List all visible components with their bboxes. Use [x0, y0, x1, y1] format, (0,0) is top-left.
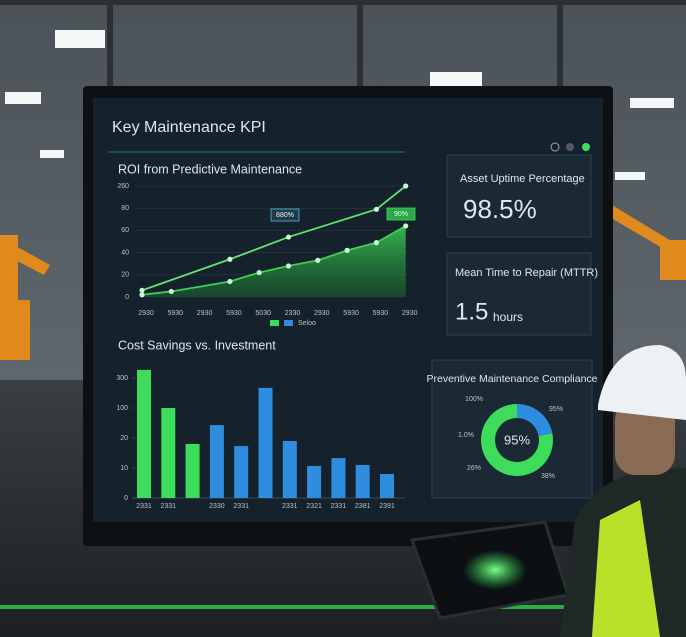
point — [256, 269, 262, 276]
annotation-box — [270, 208, 300, 222]
window-frames — [0, 0, 686, 130]
legend-swatch — [270, 320, 279, 326]
y-tick-label: 0 — [125, 294, 129, 301]
robot-arm-right — [606, 205, 686, 280]
chart-title: Cost Savings vs. Investment — [118, 338, 276, 352]
slice — [481, 404, 553, 477]
area — [142, 225, 406, 297]
x-tick-label: 2391 — [379, 503, 395, 510]
point — [403, 183, 409, 189]
bar — [307, 465, 322, 498]
chart-title: Preventive Maintenance Compliance — [426, 373, 597, 385]
legend-label: Seloo — [298, 320, 316, 327]
x-tick-label: 2331 — [282, 503, 298, 510]
annotation-box — [386, 207, 416, 221]
x-tick-label: 2930 — [197, 310, 213, 317]
x-tick-label: 5930 — [226, 310, 242, 317]
worker — [560, 345, 686, 637]
x-tick-label: 2331 — [136, 503, 152, 510]
y-tick-label: 300 — [116, 375, 128, 382]
x-tick-label: 2330 — [209, 503, 225, 510]
y-tick-label: 100 — [116, 405, 128, 412]
bar — [355, 465, 370, 498]
x-tick-label: 5930 — [168, 310, 184, 317]
kpi-value: 98.5% — [463, 194, 537, 224]
window-controls — [550, 142, 590, 152]
bar — [209, 425, 224, 498]
point — [139, 292, 145, 298]
legend-swatch — [284, 320, 293, 326]
x-tick-label: 2930 — [314, 310, 330, 317]
x-tick-label: 5930 — [373, 310, 389, 317]
bar — [331, 458, 346, 498]
annotation: 38% — [541, 473, 555, 480]
point — [315, 257, 321, 263]
y-tick-label: 260 — [117, 183, 129, 190]
y-tick-label: 60 — [121, 227, 129, 234]
bar — [185, 444, 200, 498]
y-tick-label: 20 — [121, 272, 129, 279]
point — [139, 287, 145, 293]
bar — [137, 369, 151, 498]
x-tick-label: 2331 — [331, 503, 347, 510]
tablet-glow — [463, 550, 527, 590]
kpi-label: Mean Time to Repair (MTTR) — [455, 267, 598, 279]
bar — [234, 446, 249, 498]
point — [227, 256, 233, 262]
slice — [517, 404, 553, 436]
ceiling-lights — [5, 30, 674, 180]
floor-light — [0, 605, 686, 609]
x-tick-label: 2930 — [402, 310, 418, 317]
point — [227, 278, 233, 285]
point — [344, 247, 350, 253]
x-tick-label: 2331 — [233, 503, 249, 510]
point — [403, 223, 409, 229]
annotation: 1.0% — [458, 432, 474, 439]
annotation: 90% — [394, 211, 408, 218]
bar — [380, 474, 394, 498]
annotation: 100% — [465, 396, 483, 403]
x-tick-label: 5930 — [343, 310, 359, 317]
y-tick-label: 0 — [124, 495, 128, 502]
point — [285, 263, 292, 269]
kpi-panel — [446, 252, 592, 336]
point — [168, 288, 174, 295]
x-tick-label: 2930 — [138, 310, 154, 317]
annotation: 880% — [276, 212, 294, 219]
y-tick-label: 80 — [121, 205, 129, 212]
x-tick-label: 5030 — [255, 310, 271, 317]
point — [373, 206, 379, 212]
annotation: 95% — [549, 406, 563, 413]
kpi-label: Asset Uptime Percentage — [460, 173, 585, 185]
annotation: 26% — [467, 465, 481, 472]
kpi-panel — [446, 154, 592, 238]
dashboard-title: Key Maintenance KPI — [112, 119, 266, 136]
kpi-unit: hours — [493, 310, 523, 324]
point — [285, 234, 292, 240]
y-tick-label: 20 — [120, 435, 128, 442]
point — [373, 240, 379, 246]
bar — [282, 441, 297, 498]
bar — [161, 408, 176, 498]
bar — [258, 387, 273, 498]
x-tick-label: 2330 — [285, 310, 301, 317]
x-tick-label: 2331 — [161, 503, 177, 510]
x-tick-label: 2381 — [355, 503, 371, 510]
center-label: 95% — [504, 432, 530, 447]
charts: ROI from Predictive Maintenance 0 20 40 60 80… — [116, 162, 597, 510]
y-tick-label: 40 — [121, 249, 129, 256]
x-tick-label: 2321 — [306, 503, 322, 510]
chart-title: ROI from Predictive Maintenance — [118, 162, 302, 176]
kpi-value: 1.5 — [455, 298, 488, 325]
robot-arm-left — [0, 235, 50, 360]
y-tick-label: 10 — [120, 465, 128, 472]
